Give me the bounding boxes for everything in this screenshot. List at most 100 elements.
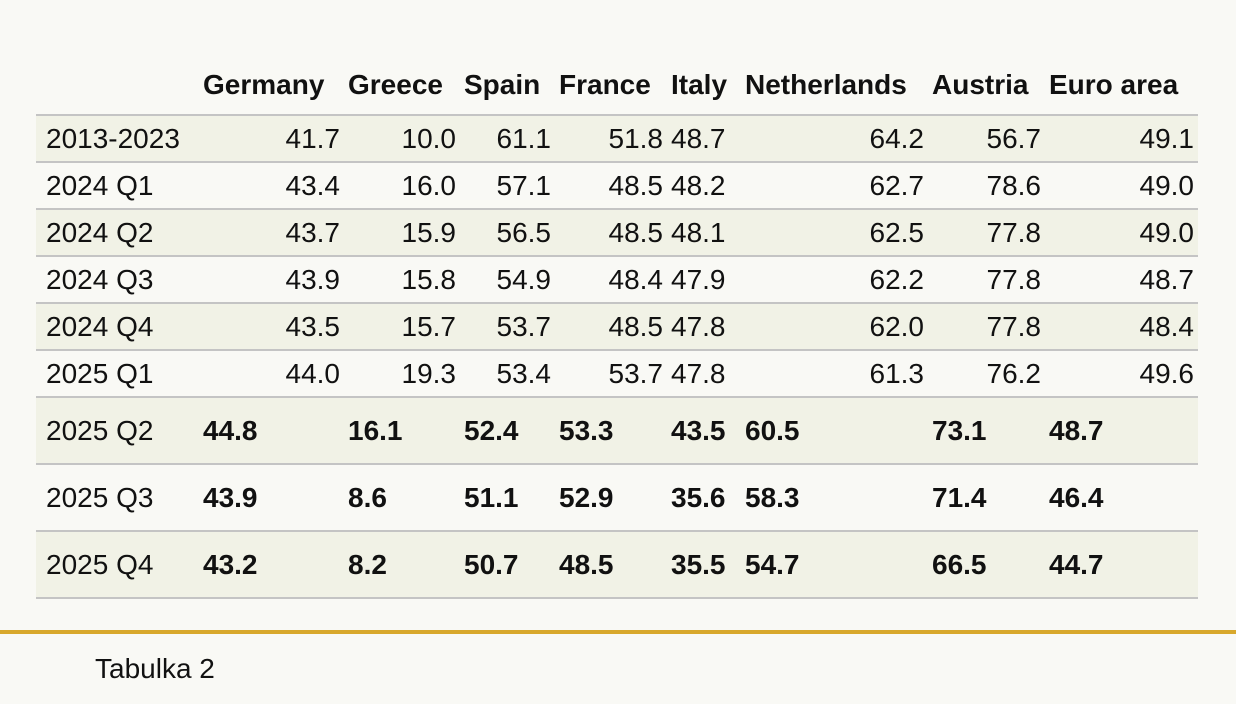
cell-euro-area: 49.0 <box>1045 162 1198 210</box>
cell-austria: 56.7 <box>928 115 1045 163</box>
cell-netherlands: 62.2 <box>741 256 928 304</box>
header-italy: Italy <box>667 56 741 116</box>
cell-germany: 43.7 <box>199 209 344 257</box>
cell-germany: 41.7 <box>199 115 344 163</box>
row-label: 2013-2023 <box>36 115 199 163</box>
cell-netherlands: 61.3 <box>741 350 928 398</box>
cell-germany: 43.9 <box>199 256 344 304</box>
row-label: 2024 Q4 <box>36 303 199 351</box>
table-row: 2013-2023 41.7 10.0 61.1 51.8 48.7 64.2 … <box>36 115 1198 163</box>
table-body: 2013-2023 41.7 10.0 61.1 51.8 48.7 64.2 … <box>36 115 1198 599</box>
cell-greece: 8.6 <box>344 464 460 532</box>
header-germany: Germany <box>199 56 344 116</box>
cell-germany: 43.4 <box>199 162 344 210</box>
row-label: 2024 Q3 <box>36 256 199 304</box>
cell-greece: 8.2 <box>344 531 460 599</box>
row-label: 2025 Q4 <box>36 531 199 599</box>
cell-france: 48.5 <box>555 303 667 351</box>
cell-france: 48.5 <box>555 209 667 257</box>
cell-netherlands: 60.5 <box>741 397 928 465</box>
row-label: 2024 Q1 <box>36 162 199 210</box>
cell-spain: 57.1 <box>460 162 555 210</box>
table-row: 2025 Q1 44.0 19.3 53.4 53.7 47.8 61.3 76… <box>36 350 1198 398</box>
table-row: 2025 Q2 44.8 16.1 52.4 53.3 43.5 60.5 73… <box>36 397 1198 465</box>
cell-italy: 48.7 <box>667 115 741 163</box>
cell-france: 52.9 <box>555 464 667 532</box>
cell-euro-area: 49.6 <box>1045 350 1198 398</box>
cell-austria: 77.8 <box>928 256 1045 304</box>
cell-euro-area: 49.1 <box>1045 115 1198 163</box>
cell-france: 51.8 <box>555 115 667 163</box>
cell-spain: 52.4 <box>460 397 555 465</box>
table-row: 2025 Q3 43.9 8.6 51.1 52.9 35.6 58.3 71.… <box>36 464 1198 532</box>
header-netherlands: Netherlands <box>741 56 928 116</box>
cell-germany: 44.0 <box>199 350 344 398</box>
cell-austria: 73.1 <box>928 397 1045 465</box>
header-row: Germany Greece Spain France Italy Nether… <box>36 56 1198 116</box>
cell-italy: 47.8 <box>667 303 741 351</box>
header-euro-area: Euro area <box>1045 56 1198 116</box>
data-table-container: Germany Greece Spain France Italy Nether… <box>36 56 1198 599</box>
cell-austria: 78.6 <box>928 162 1045 210</box>
cell-spain: 56.5 <box>460 209 555 257</box>
accent-divider <box>0 630 1236 634</box>
table-row: 2024 Q1 43.4 16.0 57.1 48.5 48.2 62.7 78… <box>36 162 1198 210</box>
table-row: 2024 Q2 43.7 15.9 56.5 48.5 48.1 62.5 77… <box>36 209 1198 257</box>
table-row: 2024 Q3 43.9 15.8 54.9 48.4 47.9 62.2 77… <box>36 256 1198 304</box>
cell-greece: 16.0 <box>344 162 460 210</box>
data-table: Germany Greece Spain France Italy Nether… <box>36 56 1198 599</box>
cell-euro-area: 48.7 <box>1045 397 1198 465</box>
cell-spain: 50.7 <box>460 531 555 599</box>
cell-france: 53.7 <box>555 350 667 398</box>
cell-netherlands: 64.2 <box>741 115 928 163</box>
cell-netherlands: 62.7 <box>741 162 928 210</box>
cell-greece: 19.3 <box>344 350 460 398</box>
row-label: 2024 Q2 <box>36 209 199 257</box>
cell-austria: 77.8 <box>928 209 1045 257</box>
cell-germany: 43.2 <box>199 531 344 599</box>
cell-spain: 53.7 <box>460 303 555 351</box>
cell-spain: 51.1 <box>460 464 555 532</box>
header-corner <box>36 56 199 116</box>
cell-italy: 35.5 <box>667 531 741 599</box>
cell-greece: 15.9 <box>344 209 460 257</box>
cell-germany: 43.5 <box>199 303 344 351</box>
cell-greece: 10.0 <box>344 115 460 163</box>
cell-euro-area: 48.7 <box>1045 256 1198 304</box>
cell-italy: 47.8 <box>667 350 741 398</box>
cell-italy: 35.6 <box>667 464 741 532</box>
table-row: 2025 Q4 43.2 8.2 50.7 48.5 35.5 54.7 66.… <box>36 531 1198 599</box>
row-label: 2025 Q3 <box>36 464 199 532</box>
cell-greece: 16.1 <box>344 397 460 465</box>
cell-italy: 43.5 <box>667 397 741 465</box>
cell-spain: 53.4 <box>460 350 555 398</box>
cell-france: 48.5 <box>555 162 667 210</box>
header-austria: Austria <box>928 56 1045 116</box>
cell-greece: 15.8 <box>344 256 460 304</box>
cell-austria: 76.2 <box>928 350 1045 398</box>
table-caption: Tabulka 2 <box>95 653 215 684</box>
cell-euro-area: 49.0 <box>1045 209 1198 257</box>
cell-austria: 71.4 <box>928 464 1045 532</box>
header-spain: Spain <box>460 56 555 116</box>
row-label: 2025 Q2 <box>36 397 199 465</box>
cell-france: 48.5 <box>555 531 667 599</box>
row-label: 2025 Q1 <box>36 350 199 398</box>
cell-netherlands: 58.3 <box>741 464 928 532</box>
header-greece: Greece <box>344 56 460 116</box>
cell-greece: 15.7 <box>344 303 460 351</box>
cell-netherlands: 62.0 <box>741 303 928 351</box>
cell-italy: 48.1 <box>667 209 741 257</box>
cell-netherlands: 62.5 <box>741 209 928 257</box>
cell-spain: 54.9 <box>460 256 555 304</box>
cell-france: 48.4 <box>555 256 667 304</box>
cell-germany: 44.8 <box>199 397 344 465</box>
cell-spain: 61.1 <box>460 115 555 163</box>
cell-euro-area: 44.7 <box>1045 531 1198 599</box>
cell-france: 53.3 <box>555 397 667 465</box>
cell-germany: 43.9 <box>199 464 344 532</box>
cell-euro-area: 48.4 <box>1045 303 1198 351</box>
cell-italy: 48.2 <box>667 162 741 210</box>
cell-euro-area: 46.4 <box>1045 464 1198 532</box>
cell-netherlands: 54.7 <box>741 531 928 599</box>
